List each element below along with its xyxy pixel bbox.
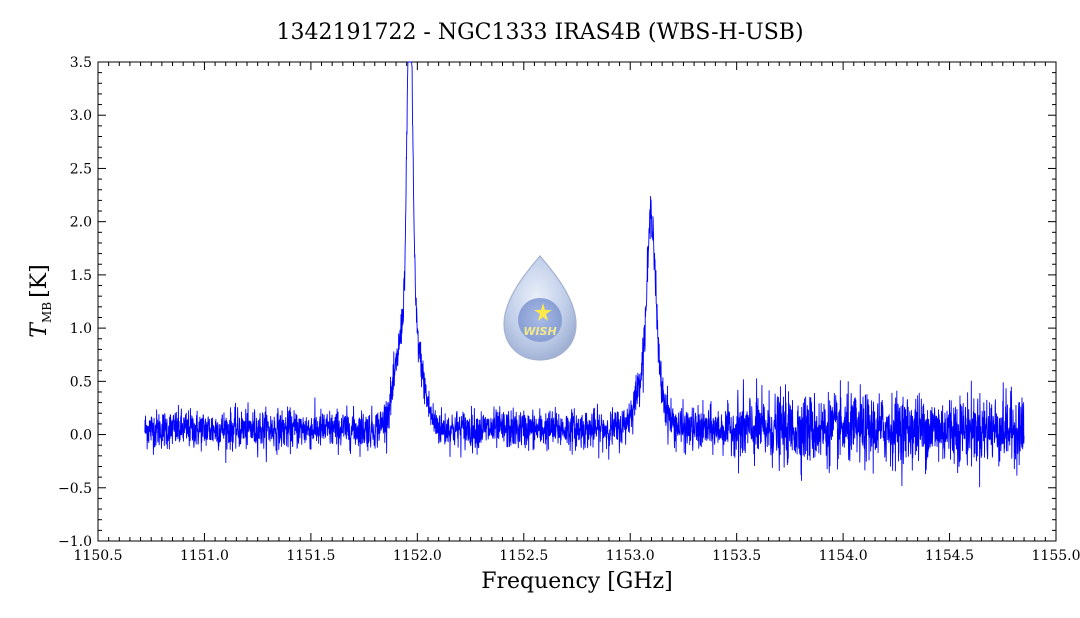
wish-logo: WISH: [503, 255, 577, 361]
y-axis-label-unit: [K]: [27, 264, 52, 298]
y-axis-ticks: [98, 61, 1056, 542]
x-tick-label: 1153.5: [712, 548, 761, 564]
x-tick-label: 1153.0: [606, 548, 655, 564]
chart-title: 1342191722 - NGC1333 IRAS4B (WBS-H-USB): [276, 20, 803, 45]
drop-inner-circle: [518, 298, 562, 342]
y-tick-label: 2.5: [70, 161, 92, 177]
x-axis-label: Frequency [GHz]: [481, 569, 673, 594]
x-tick-label: 1152.0: [393, 548, 442, 564]
spectrum-series-line: [144, 61, 1025, 488]
x-axis-tick-labels: 1150.5 1151.0 1151.5 1152.0 1152.5 1153.0 1153…: [74, 548, 1080, 564]
x-tick-label: 1154.0: [819, 548, 868, 564]
x-tick-label: 1151.5: [286, 548, 335, 564]
star-icon: [534, 303, 552, 321]
y-tick-label: 3.0: [70, 108, 92, 124]
y-tick-label: −0.5: [58, 481, 92, 497]
y-axis-label-subscript: MB: [40, 302, 54, 323]
x-tick-label: 1155.0: [1032, 548, 1080, 564]
y-tick-label: −1.0: [58, 534, 92, 550]
y-tick-label: 3.5: [70, 55, 92, 71]
x-tick-label: 1150.5: [74, 548, 123, 564]
svg-text:TMB[K]: TMB [K]: [27, 264, 54, 337]
y-tick-label: 0.0: [70, 428, 92, 444]
y-axis-label: TMB [K]: [27, 264, 54, 337]
x-axis-ticks: [97, 62, 1057, 541]
y-tick-label: 0.5: [70, 374, 92, 390]
x-tick-label: 1151.0: [180, 548, 229, 564]
y-tick-label: 1.5: [70, 268, 92, 284]
x-tick-label: 1154.5: [925, 548, 974, 564]
x-tick-label: 1152.5: [499, 548, 548, 564]
y-axis-label-symbol: T: [27, 321, 52, 338]
y-tick-label: 2.0: [70, 215, 92, 231]
logo-text: WISH: [523, 325, 556, 338]
y-tick-label: 1.0: [70, 321, 92, 337]
y-axis-tick-labels: −1.0 −0.5 0.0 0.5 1.0 1.5 2.0 2.5 3.0 3.5: [58, 55, 92, 550]
